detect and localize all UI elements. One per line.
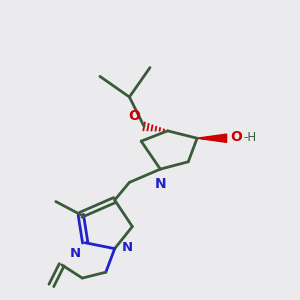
Text: N: N (122, 241, 133, 254)
Text: O: O (128, 110, 140, 124)
Text: N: N (154, 176, 166, 190)
Text: O: O (230, 130, 242, 144)
Text: -H: -H (244, 131, 257, 144)
Text: N: N (70, 247, 81, 260)
Polygon shape (197, 134, 226, 142)
